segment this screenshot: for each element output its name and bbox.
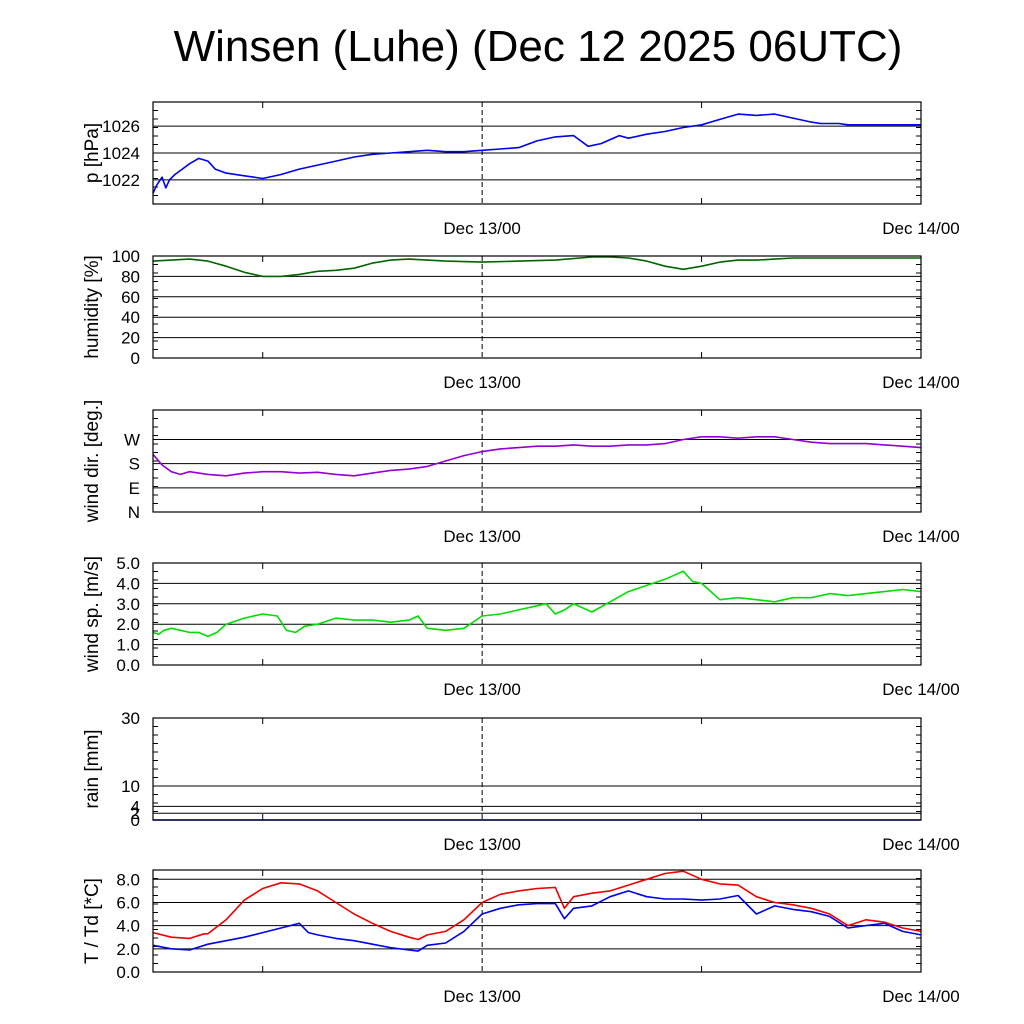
x-tick-label: Dec 13/00 [443,219,521,238]
plot-frame [152,562,922,666]
y-tick-label: 4.0 [116,917,140,936]
y-tick-label: N [128,503,140,522]
y-tick-label: 2 [131,804,140,823]
y-tick-label: 0.0 [116,656,140,675]
y-tick-label: 20 [121,329,140,348]
plot-frame [152,409,922,513]
plot-frame [152,101,922,205]
x-tick-label: Dec 13/00 [443,987,521,1006]
series-line-rh [152,256,921,278]
y-axis-label: wind dir. [deg.] [82,400,103,524]
panel-wind-speed: 0.01.0 2.03.0 4.05.0 Dec 13/00 Dec 14/00 wind… [82,554,960,699]
x-tick-label: Dec 14/00 [882,219,960,238]
chart-title: Winsen (Luhe) (Dec 12 2025 06UTC) [173,22,903,71]
y-axis-label: T / Td [*C] [82,878,103,964]
y-tick-label: 8.0 [116,870,140,889]
y-tick-label: 4.0 [116,574,140,593]
plot-frame [152,255,922,359]
panel-pressure: 1022 1024 1026 Dec 13/00 Dec 14/00 p [hPa] [82,101,960,238]
y-tick-label: S [129,455,140,474]
series-line-T [152,870,922,941]
y-tick-label: 1024 [102,144,140,163]
y-tick-label: 1.0 [116,636,140,655]
series-line-speed [152,570,922,638]
y-tick-label: 40 [121,308,140,327]
y-tick-label: E [129,479,140,498]
y-tick-label: 80 [121,267,140,286]
y-tick-label: 30 [121,709,140,728]
y-tick-label: 2.0 [116,940,140,959]
y-tick-label: 2.0 [116,615,140,634]
x-tick-label: Dec 13/00 [443,835,521,854]
x-tick-label: Dec 14/00 [882,527,960,546]
plot-frame [152,869,922,973]
y-tick-label: W [124,431,140,450]
series-line-p [152,113,921,194]
y-tick-label: 1022 [102,171,140,190]
y-tick-label: 0.0 [116,963,140,982]
y-tick-label: 6.0 [116,893,140,912]
y-tick-label: 0 [131,349,140,368]
y-axis-label: p [hPa] [82,123,103,183]
y-tick-label: 10 [121,777,140,796]
y-axis-label: rain [mm] [82,729,103,808]
panel-temperature: 0.0 2.0 4.0 6.0 8.0 Dec 13/00 Dec 14/00 T / Td … [82,869,960,1006]
x-tick-label: Dec 13/00 [443,373,521,392]
x-tick-label: Dec 14/00 [882,987,960,1006]
y-tick-label: 60 [121,288,140,307]
plot-frame [152,717,922,821]
y-tick-label: 1026 [102,117,140,136]
x-tick-label: Dec 14/00 [882,373,960,392]
y-tick-label: 5.0 [116,554,140,573]
y-axis-label: humidity [%] [82,255,103,358]
x-tick-label: Dec 14/00 [882,680,960,699]
y-tick-label: 0 [131,811,140,830]
x-tick-label: Dec 13/00 [443,527,521,546]
y-tick-label: 3.0 [116,595,140,614]
series-line-dir [152,435,922,477]
y-tick-label: 100 [112,247,140,266]
y-axis-label: wind sp. [m/s] [82,556,103,673]
x-tick-label: Dec 13/00 [443,680,521,699]
x-tick-label: Dec 14/00 [882,835,960,854]
y-tick-label: 4 [131,797,140,816]
series-line-Td [152,890,922,952]
